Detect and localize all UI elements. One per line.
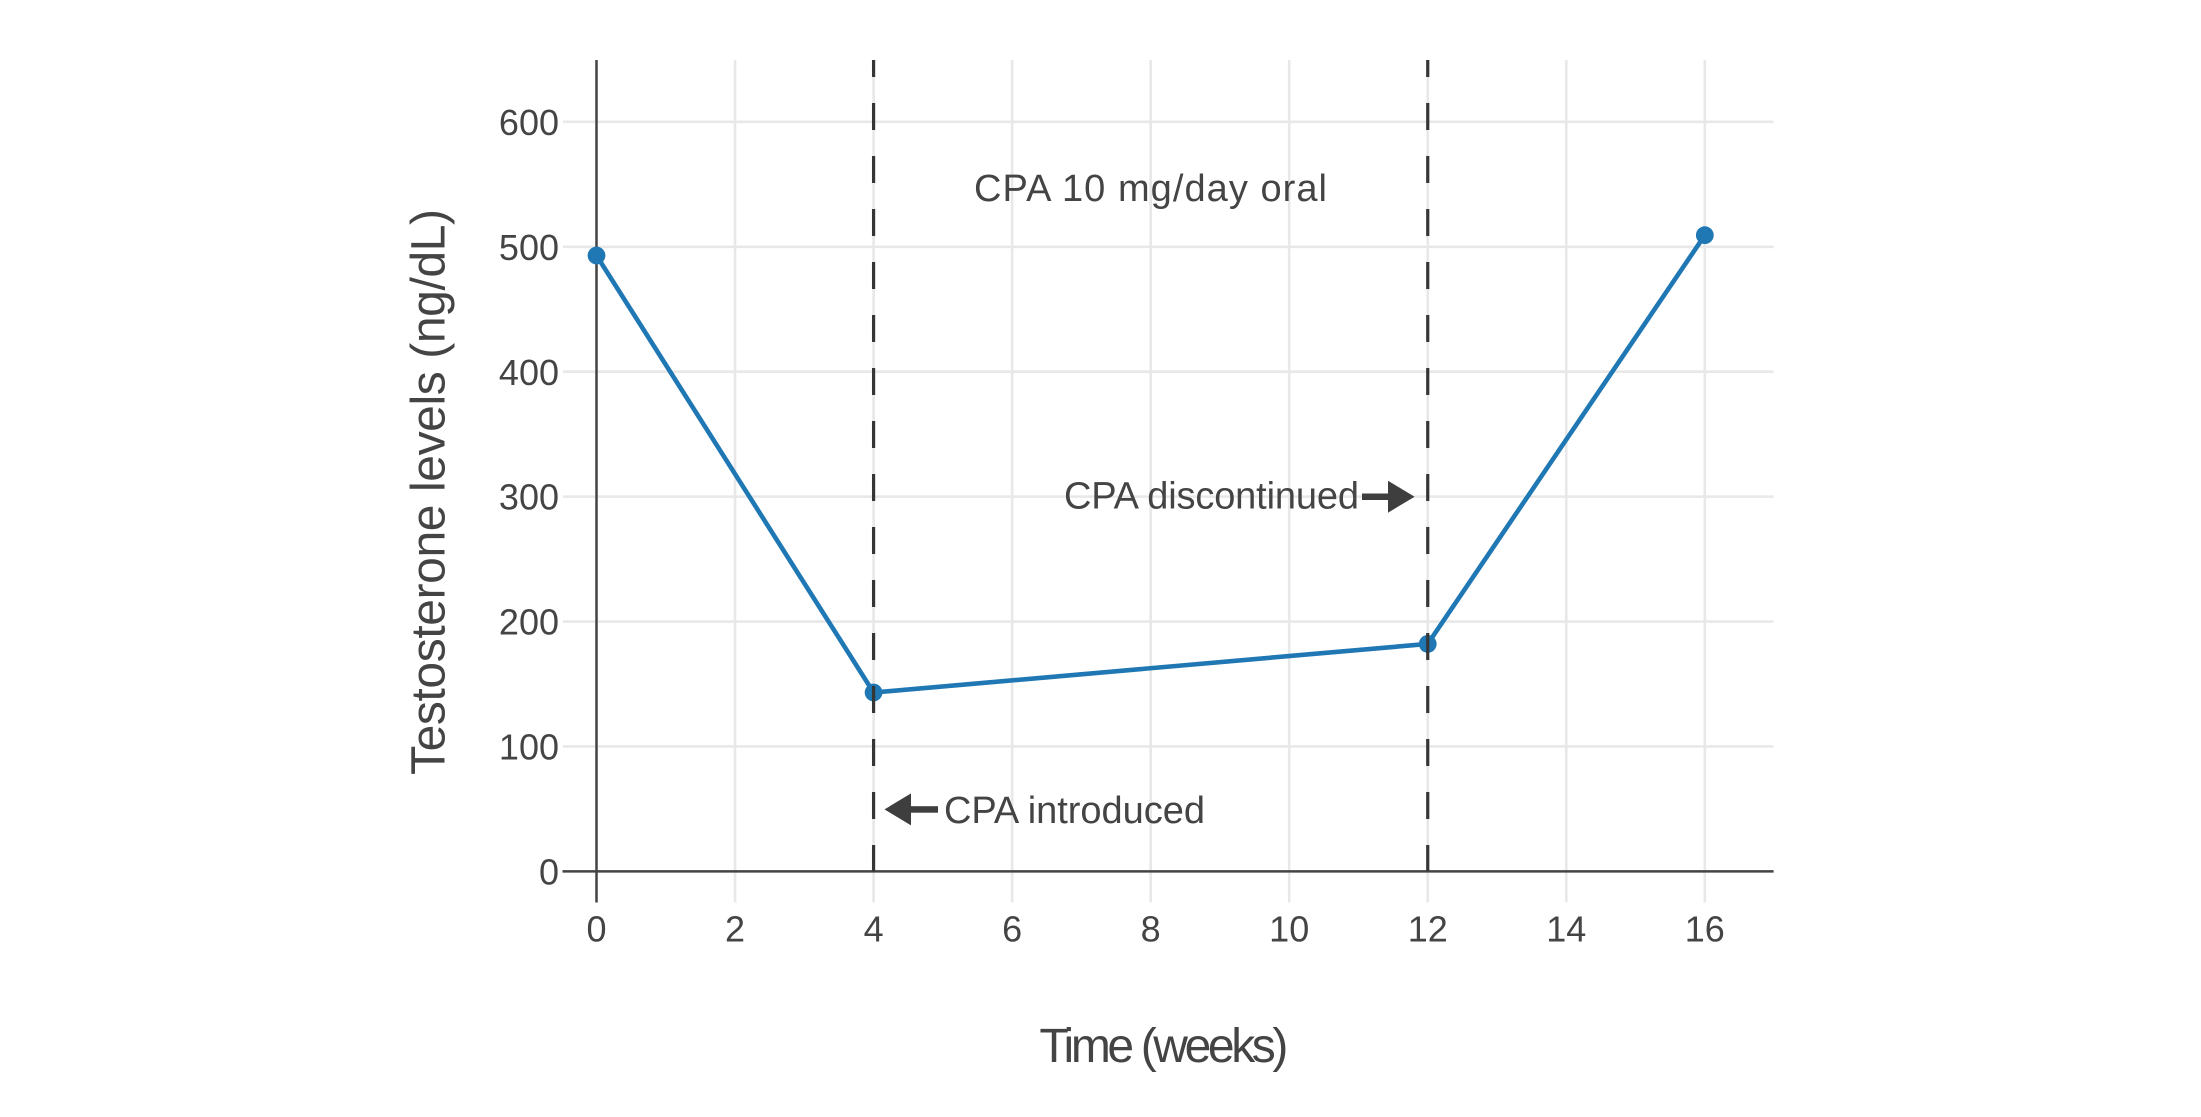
svg-text:CPA 10 mg/day oral: CPA 10 mg/day oral	[974, 168, 1327, 210]
svg-text:0: 0	[539, 852, 559, 893]
svg-text:200: 200	[499, 602, 559, 643]
svg-text:400: 400	[499, 352, 559, 393]
svg-text:Testosterone levels (ng/dL): Testosterone levels (ng/dL)	[402, 209, 455, 775]
svg-text:4: 4	[864, 909, 884, 950]
svg-text:300: 300	[499, 477, 559, 518]
svg-text:100: 100	[499, 727, 559, 768]
svg-text:CPA discontinued: CPA discontinued	[1064, 476, 1359, 518]
svg-text:2: 2	[725, 909, 745, 950]
svg-text:600: 600	[499, 102, 559, 143]
svg-text:6: 6	[1002, 909, 1022, 950]
svg-text:CPA introduced: CPA introduced	[944, 790, 1205, 832]
svg-text:10: 10	[1269, 909, 1309, 950]
svg-text:12: 12	[1408, 909, 1448, 950]
svg-text:8: 8	[1141, 909, 1161, 950]
svg-text:500: 500	[499, 227, 559, 268]
svg-text:0: 0	[586, 909, 606, 950]
svg-text:Time (weeks): Time (weeks)	[1039, 1020, 1288, 1073]
svg-text:16: 16	[1685, 909, 1725, 950]
svg-text:14: 14	[1546, 909, 1586, 950]
